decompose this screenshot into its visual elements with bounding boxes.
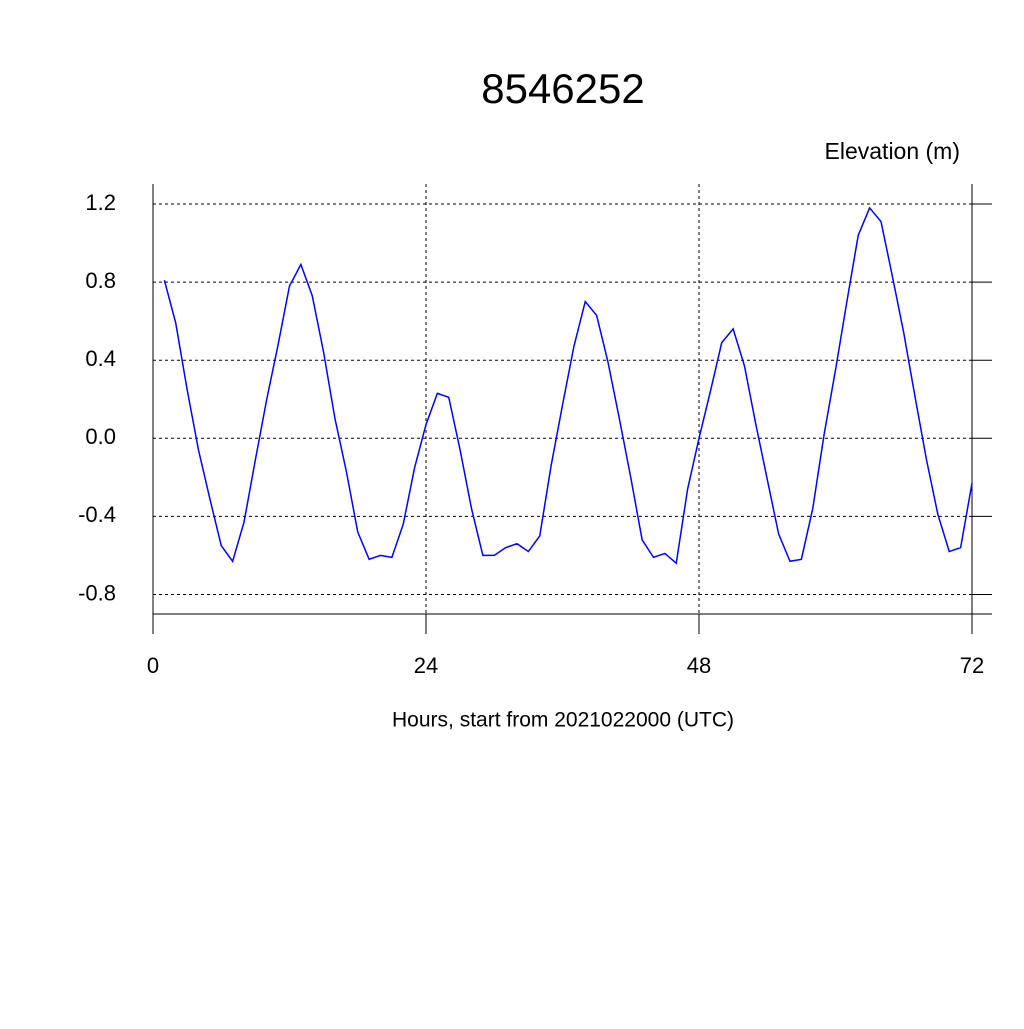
x-tick-label: 48 (687, 653, 711, 678)
y-tick-label: 0.0 (85, 424, 116, 449)
x-tick-label: 24 (414, 653, 438, 678)
data-line (163, 206, 973, 565)
y-tick-label: -0.4 (78, 502, 116, 527)
y-tick-label: 0.8 (85, 268, 116, 293)
y-tick-label: 0.4 (85, 346, 116, 371)
y-tick-label: -0.8 (78, 580, 116, 605)
x-tick-label: 0 (147, 653, 159, 678)
chart-subtitle: Elevation (m) (825, 138, 960, 164)
x-axis-label: Hours, start from 2021022000 (UTC) (392, 709, 734, 732)
y-tick-label: 1.2 (85, 190, 116, 215)
x-tick-label: 72 (960, 653, 984, 678)
chart-title: 8546252 (481, 65, 645, 112)
